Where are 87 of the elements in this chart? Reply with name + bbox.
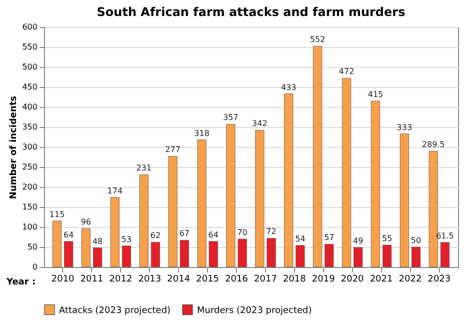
bar [382, 244, 392, 268]
data-label: 333 [396, 122, 412, 132]
y-tick-label: 100 [22, 222, 38, 232]
bar [284, 94, 294, 268]
y-tick-label: 0 [32, 262, 38, 272]
bar [238, 238, 247, 268]
bar [342, 78, 352, 268]
x-tick-label: 2022 [398, 274, 422, 284]
bar [266, 238, 276, 268]
data-label: 552 [310, 35, 326, 44]
x-tick-label: 2014 [167, 274, 190, 284]
data-label: 357 [223, 113, 238, 122]
bar [226, 124, 236, 268]
bar [168, 156, 178, 268]
data-label: 49 [353, 236, 364, 246]
bar [313, 46, 322, 268]
y-tick-label: 350 [22, 122, 38, 132]
chart-title: South African farm attacks and farm murders [96, 5, 406, 19]
x-tick-label: 2013 [138, 274, 162, 284]
bar [52, 220, 62, 268]
data-label: 289.5 [422, 140, 445, 150]
y-tick-label: 450 [22, 82, 38, 92]
data-label: 277 [165, 145, 180, 154]
bar [180, 240, 189, 268]
x-tick-label: 2016 [225, 274, 248, 284]
data-label: 53 [121, 234, 132, 244]
y-tick-label: 400 [22, 102, 38, 112]
data-label: 64 [64, 230, 74, 240]
x-tick-label: 2017 [254, 274, 277, 284]
bar [64, 241, 74, 268]
bar [411, 246, 421, 268]
y-axis-title: Number of incidents [9, 96, 20, 200]
data-label: 115 [49, 210, 65, 219]
data-label: 55 [382, 234, 392, 243]
legend-label: Murders (2023 projected) [197, 306, 312, 316]
data-label: 67 [179, 229, 190, 238]
data-label: 433 [280, 82, 296, 92]
y-tick-label: 50 [27, 242, 38, 252]
data-label: 57 [324, 233, 334, 242]
bar [139, 174, 148, 268]
bar [440, 242, 450, 268]
data-label: 472 [338, 67, 354, 76]
data-label: 342 [252, 119, 268, 128]
y-tick-label: 600 [22, 22, 38, 32]
bar [81, 228, 91, 268]
bar [93, 248, 102, 268]
data-label: 54 [295, 234, 306, 244]
x-tick-label: 2018 [282, 274, 306, 284]
bar [428, 151, 438, 268]
y-tick-label: 200 [22, 182, 38, 192]
x-tick-label: 2019 [312, 274, 336, 284]
bar [150, 242, 160, 268]
y-tick-label: 300 [22, 142, 38, 152]
data-label: 50 [410, 236, 422, 245]
data-label: 48 [92, 236, 103, 246]
x-tick-label: 2010 [51, 274, 75, 284]
data-label: 318 [194, 128, 210, 138]
data-label: 72 [266, 227, 276, 236]
bar [354, 247, 363, 268]
data-label: 64 [208, 230, 218, 240]
y-tick-label: 500 [22, 62, 38, 72]
data-label: 70 [237, 228, 248, 237]
bar [208, 241, 218, 268]
bar [255, 130, 264, 268]
legend-label: Attacks (2023 projected) [59, 306, 171, 316]
x-tick-label: 2020 [340, 274, 364, 284]
x-tick-label: 2011 [80, 274, 104, 284]
y-tick-label: 250 [22, 162, 38, 172]
bar [110, 197, 120, 268]
bar [400, 134, 409, 268]
data-label: 415 [368, 90, 384, 99]
bar [370, 100, 380, 268]
data-label: 231 [136, 164, 152, 173]
x-tick-label: 2023 [428, 274, 451, 284]
data-label: 174 [107, 186, 123, 196]
x-tick-label: 2021 [370, 274, 393, 284]
x-tick-label: 2015 [196, 274, 220, 284]
bar [197, 140, 206, 268]
data-label: 62 [150, 231, 161, 240]
bar [296, 245, 305, 268]
bar [122, 246, 132, 268]
y-tick-label: 550 [22, 42, 38, 52]
data-label: 96 [80, 218, 92, 227]
x-axis-title: Year : [6, 278, 36, 288]
y-tick-label: 150 [22, 202, 38, 212]
bar [324, 244, 334, 268]
x-tick-label: 2012 [109, 274, 132, 284]
